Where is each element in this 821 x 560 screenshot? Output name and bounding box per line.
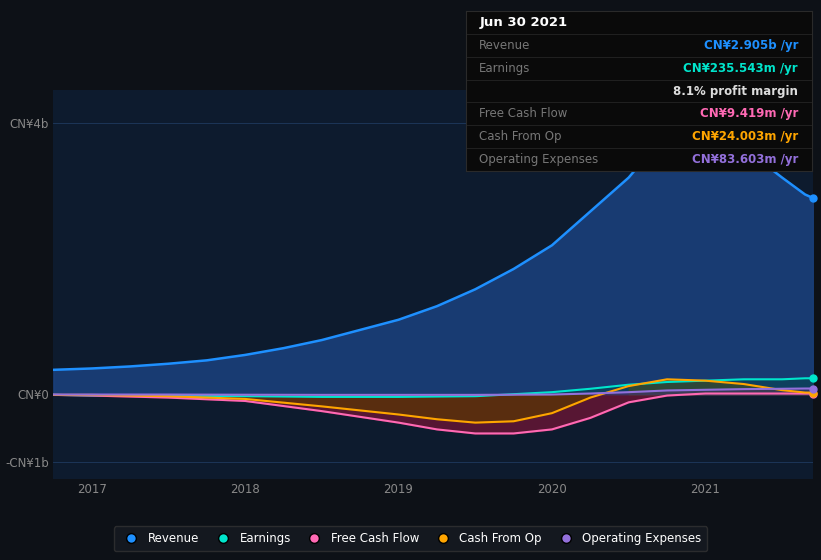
Text: Operating Expenses: Operating Expenses: [479, 153, 599, 166]
Text: CN¥24.003m /yr: CN¥24.003m /yr: [692, 130, 798, 143]
Legend: Revenue, Earnings, Free Cash Flow, Cash From Op, Operating Expenses: Revenue, Earnings, Free Cash Flow, Cash …: [114, 526, 707, 551]
Text: CN¥235.543m /yr: CN¥235.543m /yr: [684, 62, 798, 74]
Text: Earnings: Earnings: [479, 62, 530, 74]
Text: Cash From Op: Cash From Op: [479, 130, 562, 143]
Text: CN¥83.603m /yr: CN¥83.603m /yr: [692, 153, 798, 166]
Text: CN¥2.905b /yr: CN¥2.905b /yr: [704, 39, 798, 52]
Text: 8.1% profit margin: 8.1% profit margin: [673, 85, 798, 97]
Text: Free Cash Flow: Free Cash Flow: [479, 108, 568, 120]
Text: Jun 30 2021: Jun 30 2021: [479, 16, 567, 29]
Text: Revenue: Revenue: [479, 39, 530, 52]
Text: CN¥9.419m /yr: CN¥9.419m /yr: [699, 108, 798, 120]
